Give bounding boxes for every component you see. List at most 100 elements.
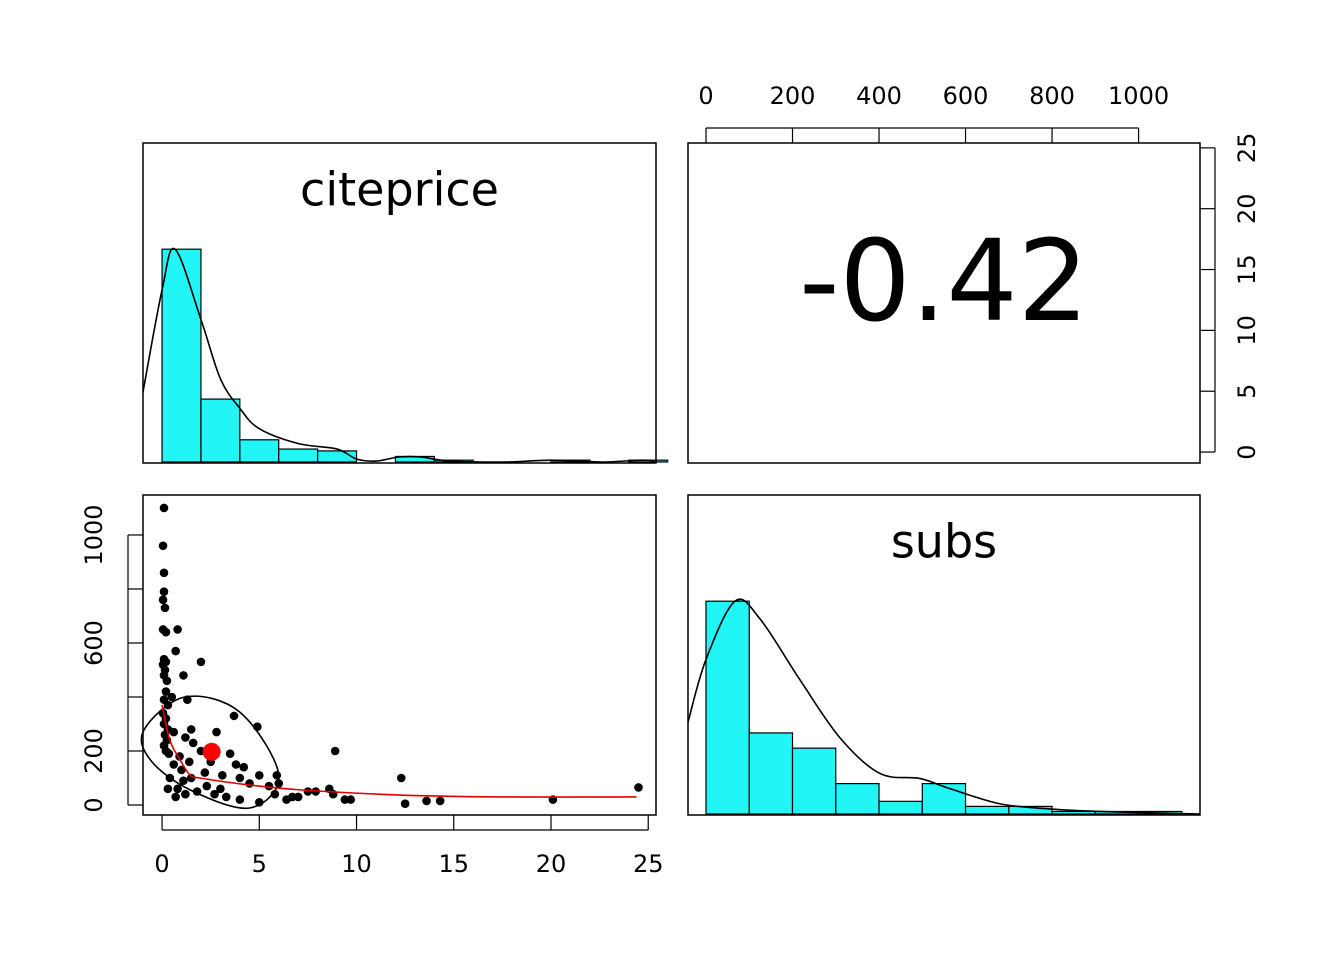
scatter-point (235, 773, 245, 783)
histogram-bar (921, 782, 967, 815)
scatter-point (160, 603, 170, 613)
x-tick-label: 800 (1029, 82, 1075, 110)
y-tick-label: 20 (1233, 193, 1261, 224)
scatter-point (159, 503, 169, 513)
scatter-point (245, 779, 254, 788)
scatter-point (181, 789, 190, 799)
scatter-point (210, 789, 219, 799)
scatter-point (196, 657, 206, 667)
scatter-point (239, 762, 249, 772)
x-tick-label: 600 (943, 82, 989, 110)
scatter-point (216, 784, 225, 794)
scatter-point (171, 646, 180, 656)
histogram-bar (1008, 805, 1053, 815)
scatter-point (212, 727, 221, 737)
scatter-point (159, 568, 169, 578)
scatter-point (163, 784, 173, 794)
y-tick-label: 25 (1233, 133, 1261, 164)
scatter-point (161, 627, 171, 637)
scatter-point (169, 760, 179, 769)
y-tick-label: 0 (80, 797, 108, 812)
scatter-point (346, 795, 355, 804)
x-tick-label: 5 (252, 850, 267, 878)
scatter-point (225, 749, 235, 759)
scatter-point (184, 757, 194, 767)
scatter-point (181, 733, 190, 742)
correlation-ellipse (140, 695, 280, 810)
scatter-point (164, 749, 174, 759)
scatter-point (221, 792, 231, 802)
panel-frame (687, 494, 1201, 816)
scatter-point (158, 541, 168, 551)
x-tick-label: 25 (633, 850, 664, 878)
scatter-point (270, 789, 280, 799)
scatter-point (159, 587, 169, 596)
histogram-bar (964, 805, 1010, 815)
scatter-point (167, 692, 177, 702)
scatter-point (435, 796, 445, 806)
histogram-bar (317, 450, 358, 463)
scatter-point (264, 781, 274, 791)
panel-frame (687, 142, 1201, 464)
scatter-point (173, 784, 182, 794)
histogram-bar (748, 732, 794, 815)
scatter-point (229, 711, 239, 721)
scatter-point (202, 781, 212, 791)
density-curve (688, 598, 1200, 815)
panel-frame (142, 494, 657, 816)
scatter-point (282, 795, 291, 804)
density-curve (143, 247, 656, 463)
scatter-point (177, 765, 186, 775)
scatter-point (231, 760, 241, 769)
histogram-bar (705, 600, 750, 815)
scatter-point (330, 746, 340, 756)
x-tick-label: 0 (154, 850, 169, 878)
y-tick-label: 600 (80, 620, 108, 666)
histogram-bar (200, 398, 241, 463)
panel-title: subs (891, 515, 997, 569)
scatter-point (235, 795, 245, 804)
scatter-point (254, 771, 264, 780)
y-tick-label: 1000 (80, 504, 108, 565)
y-tick-label: 5 (1233, 384, 1261, 399)
x-tick-label: 15 (438, 850, 469, 878)
x-tick-label: 20 (536, 850, 567, 878)
scatter-point (396, 773, 406, 783)
y-tick-label: 15 (1233, 254, 1261, 285)
scatter-point (179, 776, 188, 786)
scatter-point (188, 738, 198, 748)
y-tick-label: 200 (80, 728, 108, 774)
scatter-point (171, 792, 180, 802)
scatter-point (169, 727, 179, 737)
y-tick-label: 0 (1233, 444, 1261, 459)
mean-point (202, 742, 221, 761)
scatter-point (186, 725, 196, 734)
x-tick-label: 400 (856, 82, 902, 110)
histogram-bar (161, 248, 202, 463)
correlation-value: -0.42 (799, 217, 1089, 347)
histogram-bar (278, 448, 319, 463)
scatter-point (303, 787, 313, 796)
scatter-point (200, 768, 210, 777)
histogram-bar (835, 782, 880, 815)
scatter-point (218, 771, 227, 780)
scatter-point (158, 595, 168, 605)
x-tick-label: 0 (698, 82, 713, 110)
panel-frame (142, 142, 657, 464)
scatter-point (272, 771, 282, 780)
scatter-point (293, 792, 303, 802)
x-tick-label: 1000 (1108, 82, 1169, 110)
panel-title: citeprice (300, 163, 499, 217)
scatter-point (161, 687, 171, 696)
scatter-point (173, 625, 182, 634)
x-tick-label: 10 (341, 850, 372, 878)
scatter-point (400, 799, 410, 808)
scatter-point (186, 773, 196, 783)
scatter-point (179, 671, 188, 680)
scatter-point (162, 676, 172, 686)
y-tick-label: 10 (1233, 315, 1261, 346)
smooth-line (161, 704, 637, 798)
scatter-point (422, 796, 431, 806)
